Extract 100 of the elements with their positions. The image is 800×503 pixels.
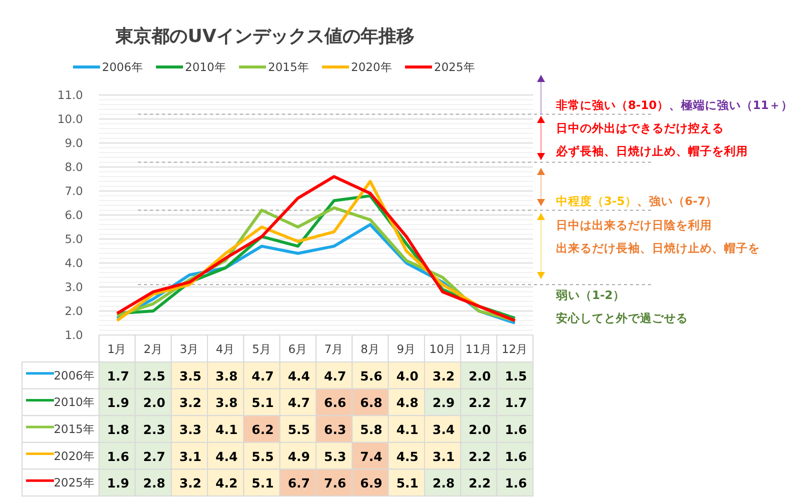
data-label: 2.2 [468, 448, 491, 464]
y-tick-label: 9.0 [64, 136, 83, 150]
x-tick-label: 7月 [324, 342, 344, 356]
data-label: 4.7 [288, 395, 310, 410]
data-label: 1.9 [107, 395, 130, 410]
text: 出来るだけ長袖、日焼け止め、帽子を [556, 241, 760, 255]
data-label: 2.0 [468, 422, 492, 437]
data-label: 6.8 [360, 395, 382, 410]
data-label: 5.5 [288, 422, 310, 437]
y-tick-label: 2025年 [54, 476, 95, 490]
data-label: 3.5 [179, 368, 202, 384]
data-label: 5.5 [252, 448, 274, 464]
data-label: 6.2 [252, 422, 274, 437]
x-tick-label: 9月 [396, 342, 416, 356]
x-tick-label: 3月 [180, 342, 200, 356]
y-tick-label: 2010年 [54, 395, 95, 410]
data-label: 2.2 [468, 395, 491, 410]
data-label: 2.2 [468, 476, 491, 491]
x-tick-label: 6月 [288, 342, 308, 356]
data-label: 4.1 [396, 422, 418, 437]
data-label: 2.0 [143, 395, 166, 410]
data-label: 1.6 [504, 476, 528, 491]
data-label: 5.6 [360, 368, 383, 384]
data-label: 3.1 [432, 448, 455, 464]
x-tick-label: 4月 [216, 342, 236, 356]
data-label: 1.5 [504, 368, 527, 384]
data-label: 6.6 [324, 395, 346, 410]
legend-label: 2025年 [434, 60, 476, 74]
y-tick-label: 3.0 [64, 280, 83, 294]
data-label: 2.9 [432, 395, 455, 410]
data-label: 5.1 [252, 476, 274, 491]
data-label: 4.4 [288, 368, 310, 384]
x-tick-label: 12月 [502, 342, 528, 356]
text: 日中は出来るだけ日陰を利用 [556, 218, 712, 232]
y-tick-label: 11.0 [57, 88, 83, 102]
x-tick-label: 8月 [360, 342, 380, 356]
y-tick-label: 7.0 [64, 184, 83, 198]
y-tick-label: 10.0 [57, 112, 83, 126]
data-label: 3.3 [179, 422, 202, 437]
data-label: 3.2 [179, 476, 202, 491]
data-label: 4.7 [324, 368, 346, 384]
data-label: 3.8 [216, 395, 238, 410]
data-label: 4.5 [396, 448, 418, 464]
data-label: 1.7 [504, 395, 527, 410]
text: 日中の外出はできるだけ控える [556, 121, 724, 135]
data-label: 4.4 [216, 448, 238, 464]
data-label: 5.3 [324, 448, 346, 464]
data-label: 5.1 [396, 476, 418, 491]
y-tick-label: 2.0 [64, 304, 83, 318]
x-tick-label: 11月 [465, 342, 492, 356]
data-label: 3.2 [179, 395, 202, 410]
y-tick-label: 5.0 [64, 232, 83, 246]
data-label: 3.4 [432, 422, 455, 437]
y-tick-label: 4.0 [64, 256, 83, 270]
text: 弱い（1-2） [555, 288, 625, 302]
data-label: 2.7 [143, 448, 166, 464]
data-label: 1.8 [107, 422, 130, 437]
data-label: 5.8 [360, 422, 382, 437]
data-label: 7.6 [324, 476, 346, 491]
chart-title: 東京都のUVインデックス値の年推移 [114, 26, 414, 47]
data-label: 6.7 [288, 476, 310, 491]
data-label: 4.2 [216, 476, 238, 491]
data-label: 2.5 [143, 368, 166, 384]
y-tick-label: 2006年 [54, 368, 95, 382]
legend-label: 2006年 [102, 60, 144, 74]
data-label: 7.4 [360, 448, 383, 464]
x-tick-label: 2月 [144, 342, 163, 356]
data-label: 2.0 [468, 368, 492, 384]
data-label: 5.1 [252, 395, 274, 410]
x-tick-label: 1月 [107, 342, 127, 356]
y-tick-label: 2015年 [54, 422, 95, 436]
text: 必ず長袖、日焼け止め、帽子を利用 [555, 144, 748, 158]
legend-label: 2015年 [268, 60, 310, 74]
data-label: 3.8 [216, 368, 238, 384]
data-label: 6.9 [360, 476, 382, 491]
data-label: 2.8 [432, 476, 455, 491]
data-label: 2.8 [143, 476, 166, 491]
y-tick-label: 6.0 [64, 208, 83, 222]
data-label: 1.7 [107, 368, 130, 384]
text: 、強い（6-7） [636, 194, 718, 208]
data-label: 1.6 [504, 448, 528, 464]
data-label: 1.9 [107, 476, 130, 491]
data-label: 3.2 [432, 368, 455, 384]
y-tick-label: 1.0 [64, 328, 83, 342]
data-label: 4.7 [252, 368, 274, 384]
data-label: 1.6 [504, 422, 528, 437]
data-label: 4.9 [288, 448, 310, 464]
legend-label: 2010年 [185, 60, 226, 74]
data-label: 6.3 [324, 422, 346, 437]
text: 安心してと外で過ごせる [556, 311, 688, 325]
data-label: 4.1 [216, 422, 238, 437]
data-label: 4.8 [396, 395, 418, 410]
data-label: 3.1 [179, 448, 202, 464]
data-label: 4.0 [396, 368, 419, 384]
data-label: 1.6 [107, 448, 130, 464]
y-tick-label: 8.0 [64, 160, 83, 174]
y-tick-label: 2020年 [54, 448, 95, 463]
x-tick-label: 10月 [429, 342, 456, 356]
legend-label: 2020年 [351, 60, 392, 74]
text: 、極端に強い（11＋） [668, 98, 793, 112]
